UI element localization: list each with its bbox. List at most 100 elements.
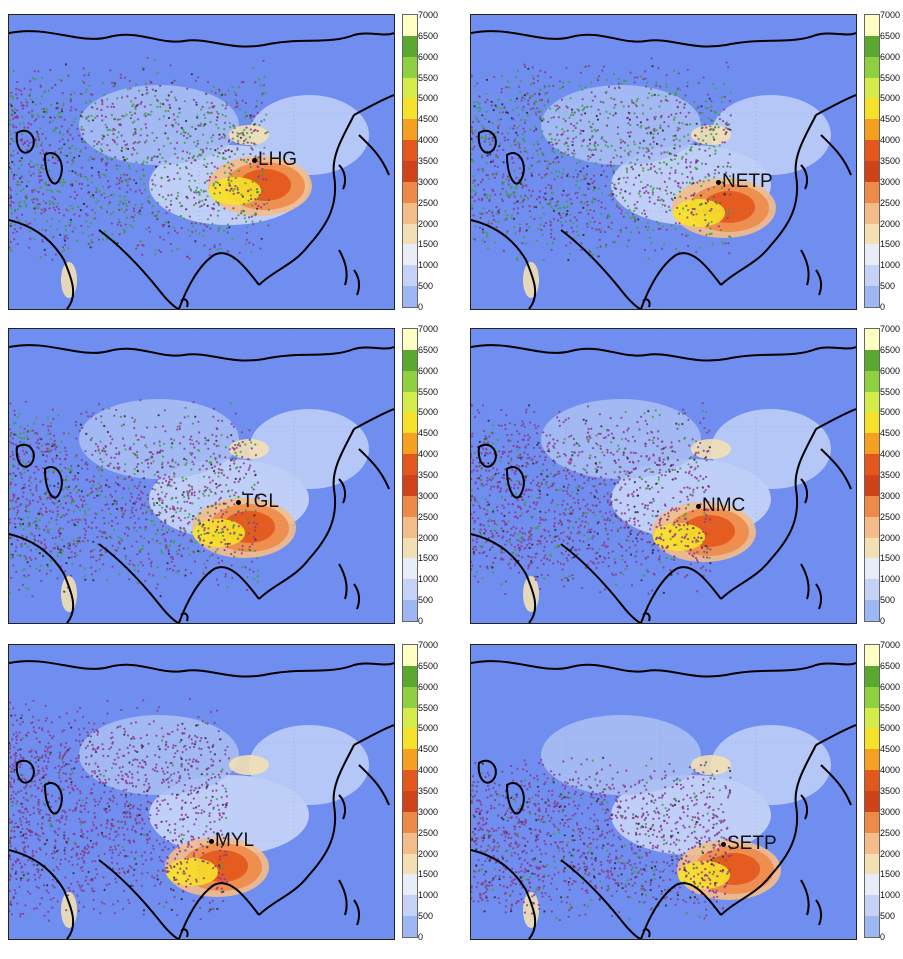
coastline <box>815 269 823 296</box>
trajectory-point <box>125 147 128 150</box>
trajectory-point <box>13 433 16 436</box>
trajectory-point <box>700 127 703 130</box>
trajectory-point <box>646 163 649 166</box>
trajectory-point <box>644 225 647 228</box>
trajectory-point <box>153 174 156 177</box>
trajectory-point <box>119 176 122 179</box>
trajectory-point <box>124 179 127 182</box>
trajectory-point <box>59 527 62 530</box>
trajectory-point <box>171 557 175 561</box>
trajectory-point <box>56 545 59 548</box>
trajectory-point <box>728 179 732 182</box>
trajectory-point <box>203 563 206 566</box>
trajectory-point <box>193 491 196 494</box>
trajectory-point <box>136 553 139 556</box>
trajectory-point <box>489 529 492 533</box>
trajectory-point <box>717 165 720 168</box>
trajectory-point <box>96 513 99 516</box>
trajectory-point <box>601 135 604 139</box>
trajectory-point <box>20 542 23 546</box>
trajectory-point <box>37 527 41 531</box>
trajectory-point <box>182 435 185 438</box>
trajectory-point <box>107 464 110 467</box>
trajectory-point <box>57 159 60 162</box>
trajectory-point <box>723 82 726 86</box>
trajectory-point <box>222 157 225 160</box>
trajectory-point <box>646 96 649 99</box>
trajectory-point <box>99 148 102 151</box>
trajectory-point <box>687 139 690 142</box>
trajectory-point <box>534 125 537 129</box>
trajectory-point <box>712 136 715 139</box>
trajectory-point <box>129 559 132 562</box>
trajectory-point <box>212 534 215 537</box>
trajectory-point <box>526 92 529 95</box>
trajectory-point <box>710 109 713 112</box>
trajectory-point <box>215 119 219 122</box>
trajectory-point <box>232 516 235 519</box>
trajectory-point <box>208 476 211 479</box>
trajectory-point <box>14 526 17 529</box>
trajectory-point <box>24 141 27 144</box>
trajectory-point <box>65 208 68 211</box>
trajectory-point <box>59 111 62 115</box>
trajectory-point <box>191 225 194 228</box>
trajectory-point <box>530 174 534 177</box>
trajectory-point <box>681 155 684 158</box>
trajectory-point <box>216 461 219 464</box>
trajectory-point <box>162 525 165 528</box>
trajectory-point <box>12 154 15 157</box>
trajectory-point <box>579 201 583 204</box>
trajectory-point <box>93 144 96 148</box>
trajectory-point <box>44 510 47 513</box>
trajectory-point <box>488 199 491 202</box>
trajectory-point <box>37 438 40 442</box>
trajectory-point <box>503 136 506 139</box>
trajectory-point <box>176 231 179 235</box>
trajectory-point <box>50 449 53 452</box>
trajectory-point <box>522 139 525 142</box>
trajectory-point <box>261 189 264 192</box>
terrain-patch <box>691 439 731 459</box>
trajectory-point <box>214 176 217 179</box>
trajectory-point <box>543 556 546 560</box>
trajectory-point <box>591 200 594 203</box>
trajectory-point <box>234 176 237 180</box>
trajectory-point <box>77 489 81 492</box>
trajectory-point <box>183 447 186 450</box>
trajectory-point <box>210 136 213 139</box>
trajectory-point <box>518 446 521 449</box>
trajectory-point <box>586 145 589 148</box>
trajectory-point <box>37 206 40 209</box>
trajectory-point <box>589 208 592 212</box>
trajectory-point <box>262 178 265 181</box>
station-label: TGL <box>242 491 279 512</box>
trajectory-point <box>76 239 79 242</box>
trajectory-point <box>561 193 564 197</box>
trajectory-points <box>471 402 712 596</box>
trajectory-point <box>197 431 201 434</box>
trajectory-point <box>115 549 118 552</box>
trajectory-point <box>526 544 529 547</box>
trajectory-point <box>661 452 664 455</box>
trajectory-point <box>492 214 495 217</box>
trajectory-point <box>139 550 142 553</box>
trajectory-point <box>182 128 185 131</box>
trajectory-point <box>615 509 618 512</box>
trajectory-point <box>22 528 25 531</box>
trajectory-point <box>663 151 666 154</box>
trajectory-point <box>591 227 594 230</box>
trajectory-point <box>118 233 121 236</box>
trajectory-point <box>155 213 159 217</box>
trajectory-point <box>44 202 48 205</box>
trajectory-point <box>125 526 128 529</box>
trajectory-point <box>546 160 549 163</box>
trajectory-point <box>109 69 112 72</box>
trajectory-point <box>641 187 645 190</box>
trajectory-point <box>36 500 39 503</box>
trajectory-point <box>180 227 183 230</box>
trajectory-point <box>594 95 597 98</box>
trajectory-point <box>485 78 488 81</box>
trajectory-point <box>35 548 38 551</box>
trajectory-point <box>191 452 194 455</box>
